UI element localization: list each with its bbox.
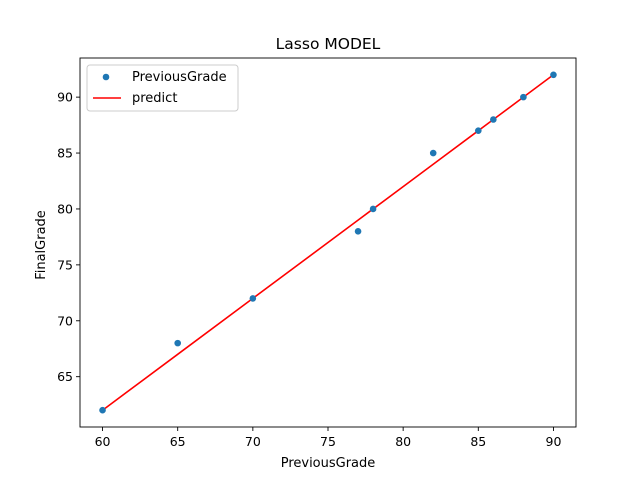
predict-line (102, 74, 554, 411)
x-axis: 60 65 70 75 80 85 90 (95, 427, 562, 449)
x-tick-label: 60 (95, 434, 111, 449)
scatter-point-2 (249, 295, 257, 302)
x-axis-label: PreviousGrade (281, 456, 376, 471)
x-tick-label: 65 (170, 434, 186, 449)
scatter-point-5 (429, 149, 437, 157)
y-tick-label: 85 (57, 146, 73, 161)
scatter-point-3 (354, 228, 362, 235)
legend-label-previousgrade: PreviousGrade (132, 70, 227, 85)
x-tick-label: 70 (245, 434, 261, 449)
y-tick-label: 75 (57, 257, 73, 272)
scatter-point-4 (369, 205, 377, 213)
legend-box (86, 64, 239, 112)
scatter-point-6 (475, 127, 482, 134)
legend: PreviousGrade predict (86, 64, 239, 112)
x-tick-label: 90 (546, 434, 562, 449)
y-tick-label: 70 (57, 313, 73, 328)
scatter-point-7 (490, 116, 497, 123)
legend-marker-previousgrade (102, 73, 110, 81)
y-tick-label: 65 (57, 369, 73, 384)
scatter-point-1 (174, 339, 181, 347)
plot-area (79, 57, 577, 428)
x-tick-label: 80 (395, 434, 411, 449)
legend-label-predict: predict (132, 91, 177, 106)
scatter-point-0 (99, 406, 106, 414)
scatter-point-8 (520, 93, 527, 101)
x-tick-label: 85 (470, 434, 486, 449)
y-tick-label: 90 (57, 90, 73, 105)
x-tick-label: 75 (320, 434, 336, 449)
y-axis-label: FinalGrade (34, 210, 49, 280)
y-tick-label: 80 (57, 201, 73, 216)
y-axis: 65 70 75 80 85 90 (57, 90, 80, 384)
chart-title: Lasso MODEL (276, 35, 381, 53)
scatter-point-9 (550, 71, 557, 79)
